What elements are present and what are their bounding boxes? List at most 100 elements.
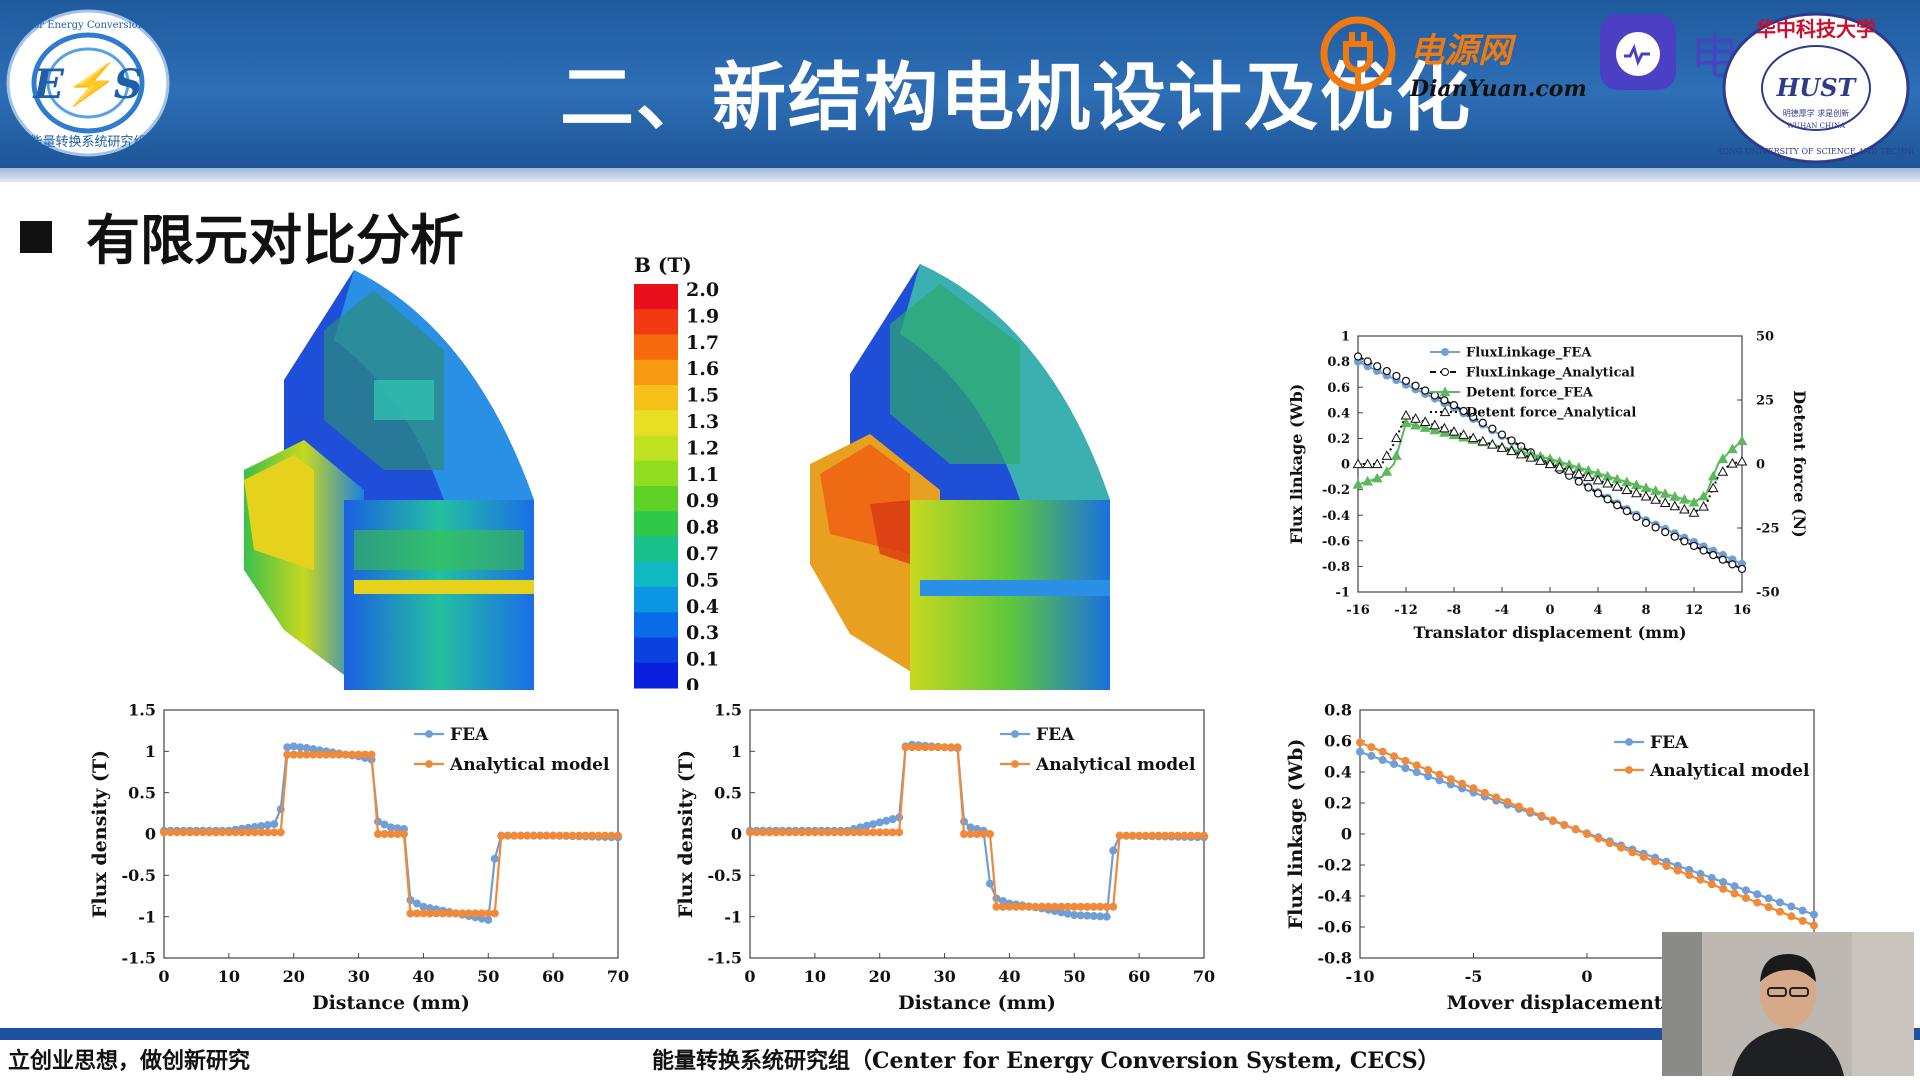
data-point [921, 743, 930, 752]
data-point [380, 830, 389, 839]
data-point [1707, 470, 1719, 481]
x-tick-label: 40 [998, 967, 1020, 986]
data-point [1728, 560, 1737, 569]
data-point [1096, 912, 1105, 921]
data-point [1421, 386, 1430, 395]
data-point [1187, 831, 1196, 840]
colorbar-cell [634, 284, 678, 310]
data-point [387, 830, 396, 839]
data-point [1063, 902, 1072, 911]
data-point [1631, 487, 1642, 498]
data-point [1400, 409, 1412, 420]
data-point [1011, 902, 1020, 911]
data-point [1670, 532, 1679, 541]
legend-marker [425, 730, 433, 738]
x-tick-label: 70 [607, 967, 629, 986]
chart-flux-density-middle: 0 10 20 30 40 50 60 70 1.5 1 0.5 0 -0.5 -1 -1.5 Distanc… [675, 701, 1215, 1014]
data-point [830, 828, 839, 837]
data-point [1719, 878, 1728, 887]
x-tick-label: 50 [1063, 967, 1085, 986]
legend-label: FluxLinkage_FEA [1466, 346, 1592, 361]
data-point [1412, 768, 1421, 777]
data-point [1560, 820, 1569, 829]
y2-tick-label: -50 [1756, 586, 1780, 601]
data-point [888, 815, 897, 824]
dianyuan-watermark: 电源网 DianYuan.com [1320, 16, 1587, 102]
colorbar-tick-label: 1.6 [686, 358, 719, 380]
legend-label: Analytical model [1035, 755, 1196, 775]
data-point [231, 828, 240, 837]
data-point [438, 909, 447, 918]
colorbar-tick-label: 0.4 [686, 596, 719, 618]
data-point [1459, 406, 1468, 416]
y2-tick-label: 50 [1756, 330, 1774, 345]
x-tick-label: 4 [1593, 603, 1602, 618]
data-point [198, 828, 207, 837]
x-tick-label: 12 [1685, 603, 1703, 618]
data-point [1617, 843, 1626, 852]
data-point [1070, 902, 1079, 911]
data-point [613, 831, 622, 840]
data-point [1440, 396, 1449, 405]
x-tick-label: -4 [1495, 603, 1509, 618]
y-tick-label: 0.5 [128, 783, 156, 802]
data-point [1355, 747, 1364, 756]
data-point [960, 830, 969, 839]
data-point [179, 828, 188, 837]
x-tick-label: 30 [933, 967, 955, 986]
colorbar-tick-label: 1.3 [686, 411, 719, 433]
data-point [1429, 424, 1441, 435]
data-point [1628, 848, 1637, 857]
data-point [1594, 834, 1603, 843]
data-point [791, 828, 800, 837]
data-point [361, 750, 370, 759]
data-point [1024, 902, 1033, 911]
series-analytical-model: Analytical model [745, 743, 1208, 911]
data-point [322, 750, 331, 759]
data-point [895, 828, 904, 837]
data-point [1507, 436, 1516, 445]
data-point [973, 830, 982, 839]
data-point [471, 909, 480, 918]
data-point [1698, 490, 1709, 501]
data-point [953, 743, 962, 752]
data-point [464, 909, 473, 918]
data-point [1621, 484, 1633, 495]
slide-header [0, 0, 1920, 168]
footer-organization: 能量转换系统研究组（Center for Energy Conversion S… [652, 1048, 1440, 1074]
data-point [1673, 866, 1682, 875]
x-tick-label: 70 [1193, 967, 1215, 986]
data-point [765, 828, 774, 837]
data-point [1632, 512, 1641, 522]
data-point [1622, 507, 1631, 516]
data-point [745, 828, 754, 837]
data-point [1809, 921, 1818, 930]
data-point [1381, 450, 1393, 460]
data-point [497, 831, 506, 840]
data-point [823, 828, 832, 837]
legend-label: FluxLinkage_Analytical [1466, 366, 1635, 381]
data-point [1727, 457, 1738, 468]
data-point [523, 831, 532, 840]
colorbar-cell [634, 612, 678, 638]
legend-label: FEA [1036, 725, 1075, 745]
data-point [1707, 482, 1719, 493]
data-point [1089, 902, 1098, 911]
data-point [1401, 376, 1411, 385]
data-point [1798, 916, 1807, 925]
data-point [315, 750, 324, 759]
data-point [1390, 752, 1399, 761]
data-point [1424, 765, 1433, 774]
colorbar-cell [634, 460, 678, 487]
data-point [1401, 764, 1410, 773]
data-point [1515, 448, 1527, 459]
data-point [276, 828, 285, 837]
data-point [1685, 871, 1694, 880]
data-point [263, 828, 272, 837]
y-tick-label: 0.2 [1327, 432, 1350, 447]
x-tick-label: 16 [1733, 603, 1751, 618]
legend-label: FEA [450, 725, 489, 745]
data-point [1737, 564, 1747, 574]
data-point [1005, 902, 1014, 911]
data-point [1583, 830, 1592, 839]
